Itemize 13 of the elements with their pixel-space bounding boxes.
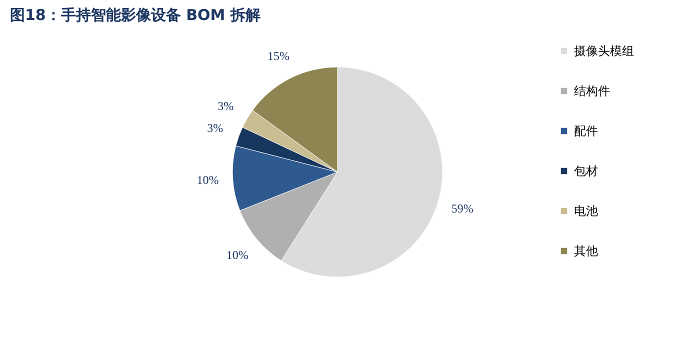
data-label: 15%	[267, 49, 290, 64]
chart-title: 图18：手持智能影像设备 BOM 拆解	[10, 6, 260, 24]
data-label: 3%	[207, 120, 224, 135]
legend-label: 电池	[574, 204, 598, 218]
data-label: 59%	[451, 201, 474, 216]
legend-label: 包材	[574, 164, 598, 178]
legend-label: 摄像头模组	[574, 44, 634, 58]
legend-label: 结构件	[574, 84, 610, 98]
data-label: 3%	[218, 98, 234, 113]
legend-label: 配件	[574, 124, 598, 138]
data-label: 10%	[196, 173, 219, 188]
data-label: 10%	[226, 248, 248, 262]
legend-label: 其他	[574, 244, 598, 258]
